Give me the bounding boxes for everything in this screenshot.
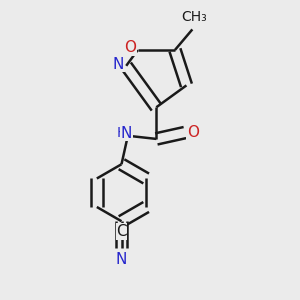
- Text: H: H: [117, 126, 127, 140]
- Text: N: N: [116, 252, 127, 267]
- Text: O: O: [187, 125, 199, 140]
- Text: N: N: [112, 57, 124, 72]
- Text: CH₃: CH₃: [181, 10, 207, 24]
- Text: O: O: [124, 40, 136, 55]
- Text: N: N: [121, 126, 132, 141]
- Text: C: C: [116, 224, 127, 239]
